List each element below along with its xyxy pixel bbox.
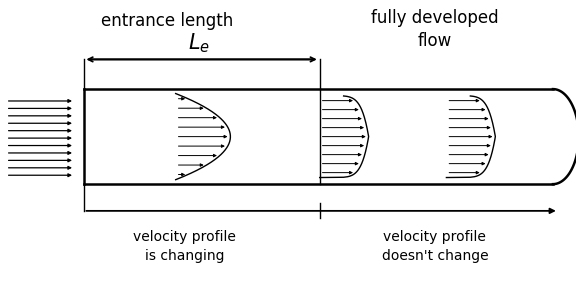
Text: fully developed
flow: fully developed flow — [371, 9, 499, 50]
Text: velocity profile
is changing: velocity profile is changing — [133, 230, 236, 263]
Text: $L_e$: $L_e$ — [188, 31, 210, 55]
Text: velocity profile
doesn't change: velocity profile doesn't change — [381, 230, 488, 263]
Text: entrance length: entrance length — [101, 12, 233, 30]
